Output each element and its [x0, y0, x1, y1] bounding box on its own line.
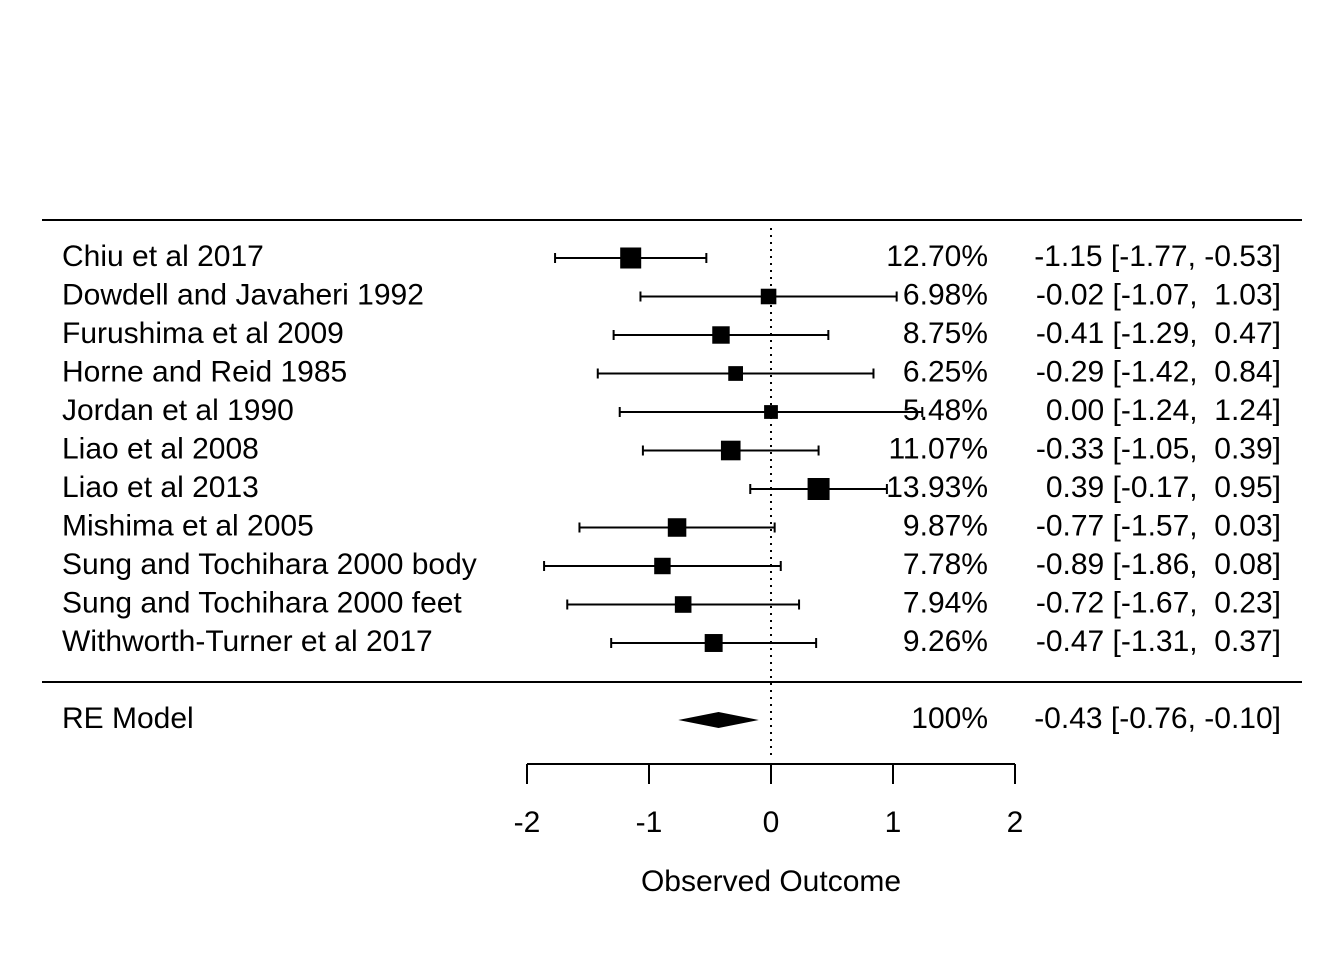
study-label: Sung and Tochihara 2000 body	[62, 548, 477, 581]
effect-point	[712, 326, 730, 344]
weight-label: 13.93%	[886, 471, 988, 504]
result-label: -0.41 [-1.29, 0.47]	[1036, 317, 1281, 350]
result-label: 0.00 [-1.24, 1.24]	[1046, 394, 1281, 427]
study-rows: Chiu et al 2017 12.70% -1.15 [-1.77, -0.53…	[62, 240, 1281, 658]
result-label: -0.77 [-1.57, 0.03]	[1036, 509, 1281, 542]
x-tick-label: 0	[763, 806, 780, 839]
study-label: Withworth-Turner et al 2017	[62, 625, 433, 658]
study-row: Horne and Reid 1985 6.25% -0.29 [-1.42, 0.…	[62, 355, 1281, 388]
effect-point	[654, 557, 671, 575]
weight-label: 12.70%	[886, 240, 988, 273]
study-label: Mishima et al 2005	[62, 509, 314, 542]
study-row: Furushima et al 2009 8.75% -0.41 [-1.29, 0…	[62, 317, 1281, 350]
effect-point	[720, 440, 741, 461]
weight-label: 6.25%	[903, 355, 988, 388]
summary-label: RE Model	[62, 702, 194, 735]
result-label: 0.39 [-0.17, 0.95]	[1046, 471, 1281, 504]
result-label: -0.89 [-1.86, 0.08]	[1036, 548, 1281, 581]
study-row: Dowdell and Javaheri 1992 6.98% -0.02 [-1.…	[62, 278, 1281, 311]
result-label: -0.02 [-1.07, 1.03]	[1036, 278, 1281, 311]
effect-point	[667, 518, 687, 537]
weight-label: 9.87%	[903, 509, 988, 542]
x-tick-label: 2	[1007, 806, 1024, 839]
weight-label: 7.94%	[903, 586, 988, 619]
summary-row: RE Model 100% -0.43 [-0.76, -0.10]	[62, 702, 1281, 735]
study-label: Chiu et al 2017	[62, 240, 264, 273]
result-label: -0.47 [-1.31, 0.37]	[1036, 625, 1281, 658]
x-axis-title: Observed Outcome	[641, 865, 901, 898]
study-row: Jordan et al 1990 5.48% 0.00 [-1.24, 1.24]	[62, 394, 1281, 427]
effect-point	[760, 288, 777, 305]
study-label: Liao et al 2008	[62, 432, 259, 465]
study-row: Mishima et al 2005 9.87% -0.77 [-1.57, 0.0…	[62, 509, 1281, 542]
effect-point	[620, 247, 642, 269]
x-tick-label: -1	[636, 806, 663, 839]
effect-point	[728, 366, 743, 381]
weight-label: 8.75%	[903, 317, 988, 350]
x-axis: -2 -1 0 1 2	[514, 763, 1024, 839]
summary-weight-label: 100%	[911, 702, 988, 735]
weight-label: 6.98%	[903, 278, 988, 311]
summary-diamond	[678, 712, 759, 728]
study-label: Jordan et al 1990	[62, 394, 294, 427]
study-label: Sung and Tochihara 2000 feet	[62, 586, 462, 619]
effect-point	[674, 596, 692, 613]
result-label: -0.33 [-1.05, 0.39]	[1036, 432, 1281, 465]
result-label: -0.72 [-1.67, 0.23]	[1036, 586, 1281, 619]
study-row: Withworth-Turner et al 2017 9.26% -0.47 [-…	[62, 625, 1281, 658]
plot-frame	[42, 219, 1302, 760]
weight-label: 7.78%	[903, 548, 988, 581]
x-tick-label: 1	[885, 806, 902, 839]
weight-label: 5.48%	[903, 394, 988, 427]
study-label: Furushima et al 2009	[62, 317, 344, 350]
x-tick-label: -2	[514, 806, 541, 839]
study-row: Liao et al 2013 13.93% 0.39 [-0.17, 0.95]	[62, 471, 1281, 504]
effect-point	[807, 478, 830, 500]
weight-label: 11.07%	[888, 432, 988, 465]
study-row: Liao et al 2008 11.07% -0.33 [-1.05, 0.39]	[62, 432, 1281, 465]
result-label: -0.29 [-1.42, 0.84]	[1036, 355, 1281, 388]
study-label: Horne and Reid 1985	[62, 355, 347, 388]
weight-label: 9.26%	[903, 625, 988, 658]
study-row: Chiu et al 2017 12.70% -1.15 [-1.77, -0.53…	[62, 240, 1281, 273]
summary-result-label: -0.43 [-0.76, -0.10]	[1034, 702, 1281, 735]
study-label: Liao et al 2013	[62, 471, 259, 504]
effect-point	[704, 634, 723, 652]
study-row: Sung and Tochihara 2000 feet 7.94% -0.72 […	[62, 586, 1281, 619]
effect-point	[764, 405, 778, 419]
study-label: Dowdell and Javaheri 1992	[62, 278, 424, 311]
result-label: -1.15 [-1.77, -0.53]	[1034, 240, 1281, 273]
study-row: Sung and Tochihara 2000 body 7.78% -0.89 […	[62, 548, 1281, 581]
